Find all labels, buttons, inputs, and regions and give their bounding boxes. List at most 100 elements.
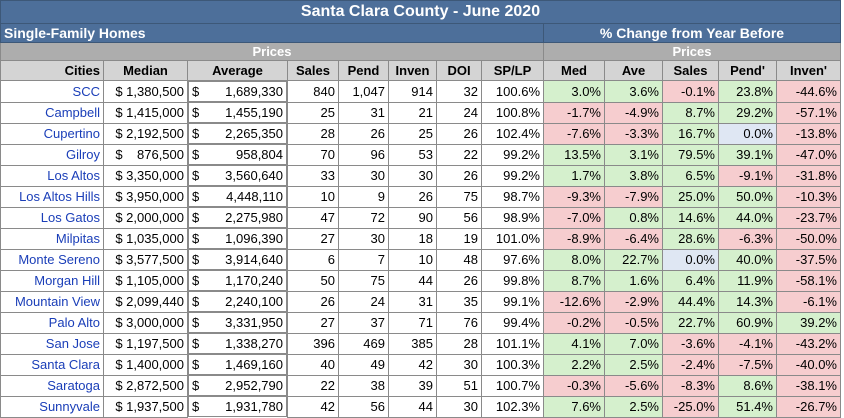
cell-sales: 70	[287, 143, 339, 166]
table-row: Milpitas $ 1,035,000 $1,096,390 27 30 18 19 101…	[0, 227, 841, 250]
cell-ave-change: 3.1%	[604, 143, 663, 166]
cell-median: $ 3,350,000	[103, 164, 188, 187]
cell-splp: 99.2%	[481, 164, 544, 187]
cell-splp: 99.8%	[481, 269, 544, 292]
col-header-inven: Inven	[388, 60, 437, 81]
cell-pend: 469	[338, 332, 389, 355]
cell-doi: 26	[436, 164, 482, 187]
cell-doi: 24	[436, 101, 482, 124]
col-header-ave-change: Ave	[604, 60, 663, 81]
cell-med-change: -9.3%	[543, 185, 605, 208]
currency-symbol: $	[192, 231, 200, 246]
cell-median: $ 1,415,000	[103, 101, 188, 124]
currency-symbol: $	[192, 273, 200, 288]
col-header-pend-change: Pend'	[718, 60, 777, 81]
table-row: Cupertino $ 2,192,500 $2,265,350 28 26 25 26 10…	[0, 122, 841, 145]
cell-doi: 30	[436, 353, 482, 376]
cell-inven-change: -58.1%	[776, 269, 841, 292]
average-value: 1,689,330	[225, 84, 283, 99]
cell-ave-change: -5.6%	[604, 374, 663, 397]
cell-median: $ 1,197,500	[103, 332, 188, 355]
cell-ave-change: 7.0%	[604, 332, 663, 355]
cell-average: $1,455,190	[188, 102, 287, 123]
cell-city: Morgan Hill	[0, 269, 104, 292]
table-row: Campbell $ 1,415,000 $1,455,190 25 31 21 24 100…	[0, 101, 841, 124]
cell-inven-change: -47.0%	[776, 143, 841, 166]
cell-city: San Jose	[0, 332, 104, 355]
cell-inven: 42	[388, 353, 437, 376]
cell-sales: 396	[287, 332, 339, 355]
table-row: Palo Alto $ 3,000,000 $3,331,950 27 37 71 76 99…	[0, 311, 841, 334]
cell-inven: 18	[388, 227, 437, 250]
currency-symbol: $	[192, 294, 200, 309]
cell-pend-change: -7.5%	[718, 353, 777, 376]
currency-symbol: $	[192, 336, 200, 351]
cell-splp: 98.9%	[481, 206, 544, 229]
cell-inven-change: -57.1%	[776, 101, 841, 124]
average-value: 3,560,640	[225, 168, 283, 183]
cell-pend-change: 44.0%	[718, 206, 777, 229]
cell-sales-change: 22.7%	[662, 311, 719, 334]
cell-pend-change: 60.9%	[718, 311, 777, 334]
cell-splp: 98.7%	[481, 185, 544, 208]
cell-pend-change: 29.2%	[718, 101, 777, 124]
cell-med-change: -7.0%	[543, 206, 605, 229]
cell-inven-change: -23.7%	[776, 206, 841, 229]
cell-sales-change: 25.0%	[662, 185, 719, 208]
cell-ave-change: 2.5%	[604, 353, 663, 376]
cell-doi: 26	[436, 269, 482, 292]
average-value: 1,469,160	[225, 357, 283, 372]
cell-sales-change: -3.6%	[662, 332, 719, 355]
cell-pend-change: -6.3%	[718, 227, 777, 250]
cell-pend: 24	[338, 290, 389, 313]
col-header-sales: Sales	[287, 60, 339, 81]
cell-median: $ 2,192,500	[103, 122, 188, 145]
cell-inven: 10	[388, 248, 437, 271]
cell-splp: 102.4%	[481, 122, 544, 145]
average-value: 1,170,240	[225, 273, 283, 288]
cell-sales: 47	[287, 206, 339, 229]
cell-splp: 100.8%	[481, 101, 544, 124]
cell-sales-change: 6.4%	[662, 269, 719, 292]
cell-pend-change: 23.8%	[718, 80, 777, 103]
cell-median: $ 1,400,000	[103, 353, 188, 376]
cell-pend-change: 40.0%	[718, 248, 777, 271]
average-value: 3,914,640	[225, 252, 283, 267]
currency-symbol: $	[192, 105, 200, 120]
cell-ave-change: -7.9%	[604, 185, 663, 208]
cell-splp: 101.1%	[481, 332, 544, 355]
cell-inven: 39	[388, 374, 437, 397]
section-single-family: Single-Family Homes	[0, 23, 544, 43]
cell-sales: 25	[287, 101, 339, 124]
cell-pend-change: 14.3%	[718, 290, 777, 313]
cell-inven: 31	[388, 290, 437, 313]
cell-pend: 1,047	[338, 80, 389, 103]
cell-sales: 26	[287, 290, 339, 313]
cell-sales: 10	[287, 185, 339, 208]
cell-med-change: 2.2%	[543, 353, 605, 376]
cell-med-change: 8.7%	[543, 269, 605, 292]
col-header-average: Average	[187, 60, 288, 81]
cell-doi: 35	[436, 290, 482, 313]
average-value: 1,096,390	[225, 231, 283, 246]
cell-inven: 25	[388, 122, 437, 145]
cell-sales-change: 79.5%	[662, 143, 719, 166]
table-row: Los Altos Hills $ 3,950,000 $4,448,110 10 9 2…	[0, 185, 841, 208]
cell-med-change: -7.6%	[543, 122, 605, 145]
cell-city: Santa Clara	[0, 353, 104, 376]
cell-sales: 27	[287, 227, 339, 250]
cell-med-change: 3.0%	[543, 80, 605, 103]
average-value: 2,275,980	[225, 210, 283, 225]
col-header-inven-change: Inven'	[776, 60, 841, 81]
cell-med-change: -1.7%	[543, 101, 605, 124]
col-header-median: Median	[103, 60, 188, 81]
cell-doi: 48	[436, 248, 482, 271]
table-row: Los Altos $ 3,350,000 $3,560,640 33 30 30 26 99…	[0, 164, 841, 187]
cell-med-change: 13.5%	[543, 143, 605, 166]
cell-pend: 7	[338, 248, 389, 271]
cell-pend-change: 8.6%	[718, 374, 777, 397]
cell-sales-change: 44.4%	[662, 290, 719, 313]
col-header-cities: Cities	[0, 60, 104, 81]
cell-sales-change: 0.0%	[662, 248, 719, 271]
cell-inven-change: 39.2%	[776, 311, 841, 334]
